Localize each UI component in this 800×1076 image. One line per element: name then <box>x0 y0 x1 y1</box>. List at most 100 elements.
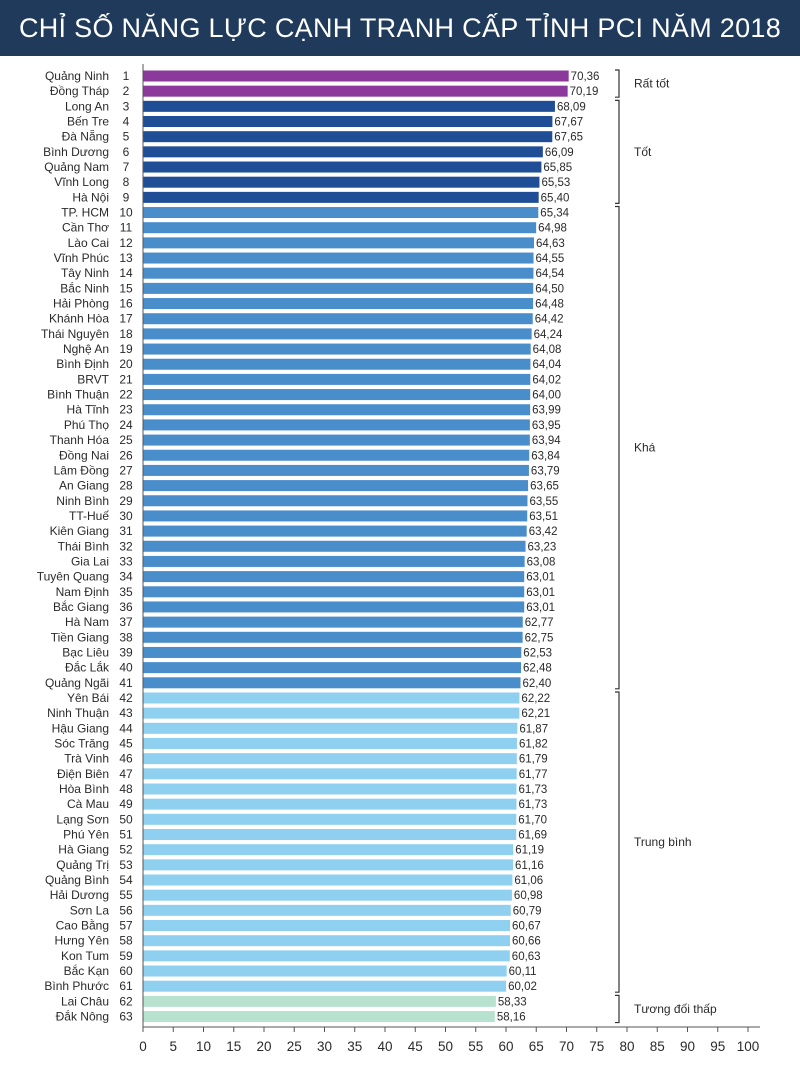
province-label: Hà Tĩnh <box>67 403 109 417</box>
bar <box>143 571 525 583</box>
value-label: 65,34 <box>540 208 569 220</box>
bar <box>143 328 532 340</box>
rank-label: 10 <box>119 206 133 220</box>
value-label: 68,09 <box>557 101 586 113</box>
x-tick-label: 15 <box>226 1039 241 1054</box>
province-label: Tây Ninh <box>61 266 109 280</box>
value-label: 61,77 <box>519 769 548 781</box>
bar <box>143 859 514 871</box>
bar <box>143 419 530 431</box>
province-label: Hà Nam <box>65 615 109 629</box>
province-label: Hòa Bình <box>59 782 109 796</box>
province-label: Quảng Ngãi <box>45 676 109 690</box>
bar <box>143 1011 495 1023</box>
group-label: Trung bình <box>634 835 692 849</box>
value-label: 60,79 <box>513 905 542 917</box>
province-label: Kiên Giang <box>50 524 109 538</box>
rank-label: 16 <box>119 297 133 311</box>
province-label: Ninh Bình <box>56 494 109 508</box>
value-label: 63,08 <box>527 556 556 568</box>
value-label: 64,00 <box>532 390 561 402</box>
bar <box>143 874 513 886</box>
rank-label: 51 <box>119 828 133 842</box>
bar <box>143 464 529 476</box>
province-label: Sóc Trăng <box>54 736 109 750</box>
province-label: Quảng Bình <box>45 873 109 887</box>
province-label: TT-Huế <box>69 509 109 523</box>
group-bracket <box>615 99 620 204</box>
value-label: 61,70 <box>518 814 547 826</box>
value-label: 62,77 <box>525 617 554 629</box>
group-bracket <box>615 69 620 98</box>
rank-label: 54 <box>119 873 133 887</box>
province-label: Lạng Sơn <box>56 812 109 826</box>
rank-label: 57 <box>119 919 133 933</box>
value-label: 63,95 <box>532 420 561 432</box>
value-label: 64,04 <box>532 359 561 371</box>
rank-label: 49 <box>119 797 133 811</box>
bar <box>143 646 522 658</box>
bar <box>143 161 542 173</box>
value-label: 64,48 <box>535 299 564 311</box>
province-label: Hải Dương <box>50 888 109 902</box>
rank-label: 23 <box>119 403 133 417</box>
province-label: Đồng Tháp <box>50 84 109 98</box>
rank-label: 2 <box>123 84 130 98</box>
x-tick-label: 45 <box>408 1039 423 1054</box>
province-label: Kon Tum <box>61 949 109 963</box>
bar <box>143 116 553 128</box>
group-bracket <box>615 205 620 690</box>
province-label: Sơn La <box>70 903 110 917</box>
bar <box>143 191 539 203</box>
province-label: Nam Định <box>56 585 109 599</box>
bar <box>143 753 517 765</box>
value-label: 61,19 <box>515 845 544 857</box>
bar <box>143 707 520 719</box>
province-label: Tuyên Quang <box>37 570 109 584</box>
value-label: 64,55 <box>536 253 565 265</box>
value-label: 60,02 <box>508 981 537 993</box>
x-tick-label: 10 <box>196 1039 211 1054</box>
rank-label: 9 <box>123 190 130 204</box>
bar <box>143 722 518 734</box>
bar <box>143 373 531 385</box>
chart-title: CHỈ SỐ NĂNG LỰC CẠNH TRANH CẤP TỈNH PCI … <box>18 12 782 43</box>
value-label: 64,50 <box>535 283 564 295</box>
rank-label: 37 <box>119 615 133 629</box>
x-tick-label: 65 <box>529 1039 544 1054</box>
bar <box>143 525 527 537</box>
bar <box>143 313 533 325</box>
province-label: Quảng Trị <box>56 858 109 872</box>
rank-label: 12 <box>119 236 133 250</box>
x-tick-label: 70 <box>559 1039 574 1054</box>
rank-label: 45 <box>119 736 133 750</box>
rank-label: 7 <box>123 160 130 174</box>
rank-label: 50 <box>119 812 133 826</box>
rank-label: 29 <box>119 494 133 508</box>
value-label: 63,01 <box>526 602 555 614</box>
province-label: Hậu Giang <box>52 721 109 735</box>
rank-label: 17 <box>119 312 133 326</box>
bar <box>143 889 512 901</box>
value-label: 64,24 <box>534 329 563 341</box>
value-label: 62,48 <box>523 663 552 675</box>
rank-label: 15 <box>119 281 133 295</box>
province-label: Vĩnh Phúc <box>54 251 109 265</box>
x-tick-label: 50 <box>438 1039 453 1054</box>
bar <box>143 677 521 689</box>
rank-label: 14 <box>119 266 133 280</box>
province-label: Ninh Thuận <box>47 706 109 720</box>
rank-label: 24 <box>119 418 133 432</box>
x-tick-label: 40 <box>377 1039 392 1054</box>
province-label: Lào Cai <box>68 236 109 250</box>
bar <box>143 692 520 704</box>
x-tick-label: 30 <box>317 1039 332 1054</box>
value-label: 70,36 <box>571 71 600 83</box>
value-label: 63,23 <box>528 541 557 553</box>
rank-label: 34 <box>119 570 133 584</box>
province-label: Lâm Đồng <box>54 463 109 477</box>
province-label: Hưng Yên <box>54 934 109 948</box>
province-label: Trà Vinh <box>64 752 109 766</box>
value-label: 65,53 <box>541 177 570 189</box>
rank-label: 32 <box>119 539 133 553</box>
